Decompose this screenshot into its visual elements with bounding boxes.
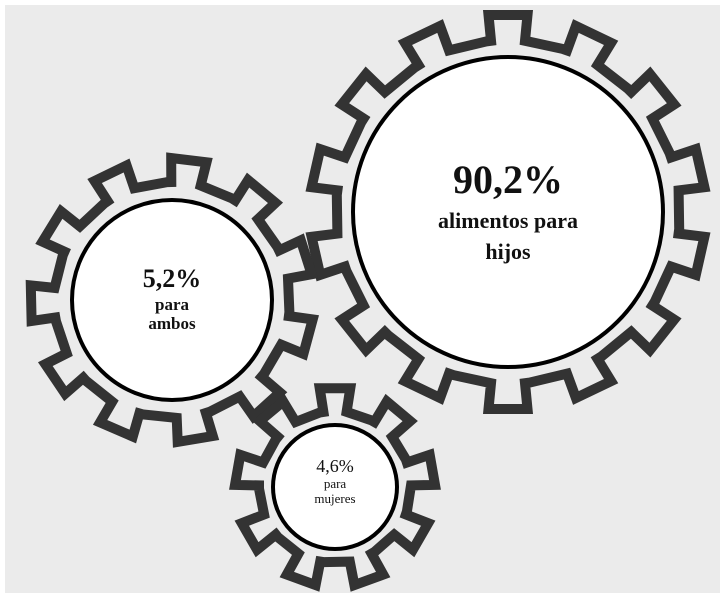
big-gear-outline <box>305 10 711 414</box>
left-gear-percent: 5,2% <box>142 264 202 293</box>
small-gear-line2: mujeres <box>314 490 356 506</box>
big-gear-face <box>351 55 665 369</box>
small-gear-face <box>271 423 399 551</box>
small-gear-line1: para <box>323 475 347 491</box>
big-gear-label: 90,2% alimentos para hijos <box>403 158 613 265</box>
left-gear-face <box>70 198 274 402</box>
left-gear-outline <box>25 152 320 448</box>
left-gear-line2: ambos <box>148 314 196 334</box>
small-gear-label: 4,6% para mujeres <box>285 456 385 507</box>
small-gear-outline <box>229 383 441 592</box>
big-gear-percent: 90,2% <box>453 157 563 202</box>
small-gear-percent: 4,6% <box>316 456 354 476</box>
big-gear-line2: hijos <box>485 239 531 265</box>
left-gear-label: 5,2% para ambos <box>102 264 242 334</box>
big-gear-line1: alimentos para <box>438 208 578 233</box>
left-gear-line1: para <box>155 294 189 314</box>
